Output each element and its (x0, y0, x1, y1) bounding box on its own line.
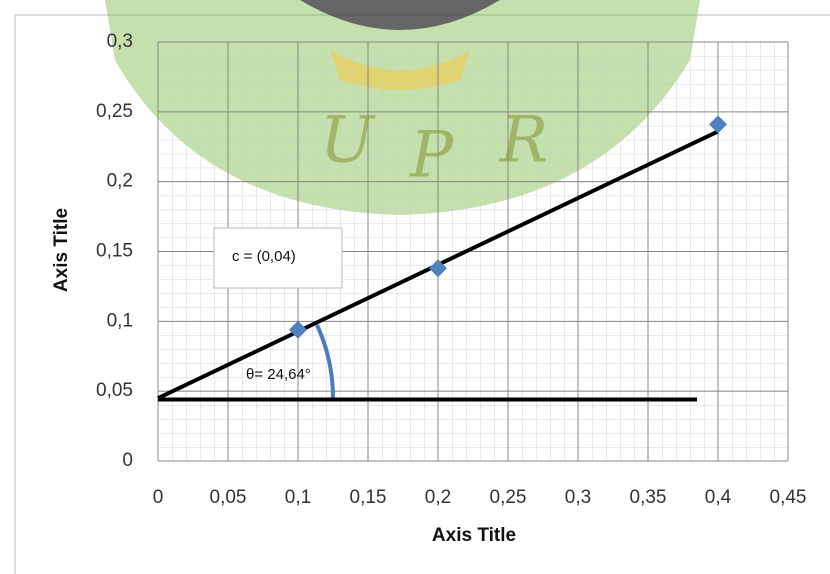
point (429, 259, 447, 278)
y-tick-label: 0,05 (96, 380, 133, 401)
x-tick-label: 0,25 (490, 487, 527, 508)
point (709, 115, 727, 134)
y-tick-label: 0,1 (107, 310, 133, 331)
x-tick-label: 0,15 (350, 487, 387, 508)
x-tick-label: 0,05 (210, 487, 247, 508)
x-tick-label: 0,2 (425, 487, 451, 508)
x-tick-label: 0,45 (770, 487, 807, 508)
x-axis-title: Axis Title (432, 525, 516, 546)
watermark-letter: U (320, 104, 376, 178)
y-tick-label: 0,25 (96, 101, 133, 122)
x-tick-label: 0,1 (285, 487, 311, 508)
watermark-letter: P (409, 119, 454, 193)
x-tick-label: 0,4 (705, 487, 732, 508)
annotation-box (213, 227, 343, 289)
y-tick-label: 0,2 (107, 171, 133, 192)
point (289, 320, 307, 339)
y-tick-label: 0,3 (107, 31, 133, 52)
y-tick-label: 0,15 (96, 241, 133, 262)
x-tick-label: 0 (153, 487, 164, 508)
x-tick-label: 0,35 (630, 487, 667, 508)
annotation: c = (0,04) (232, 248, 296, 265)
y-axis-title: Axis Title (51, 208, 72, 292)
watermark-letter: R (499, 104, 548, 178)
annotation: θ= 24,64° (246, 366, 311, 383)
x-tick-label: 0,3 (565, 487, 591, 508)
angle-arc (315, 324, 335, 399)
y-tick-label: 0 (122, 450, 133, 471)
